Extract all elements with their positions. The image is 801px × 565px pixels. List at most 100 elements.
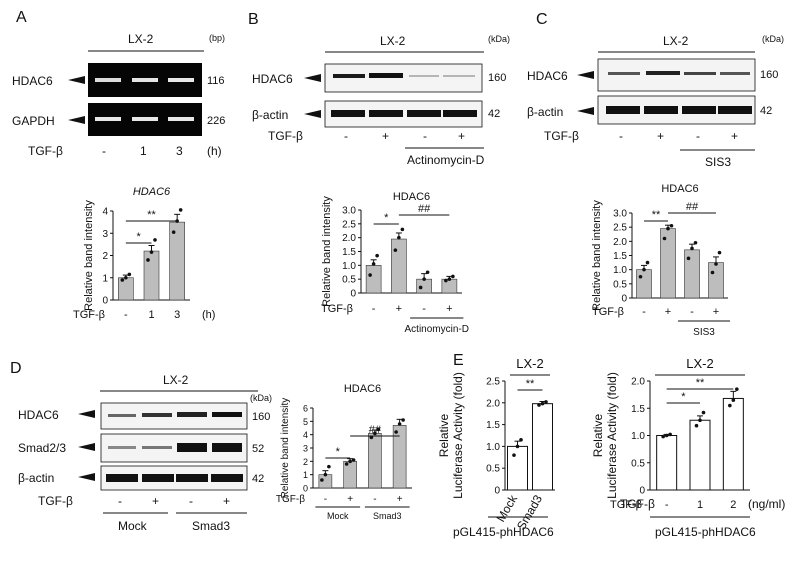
data-point — [666, 226, 670, 231]
bar — [169, 221, 185, 301]
panel-d-cell-line: LX-2 — [163, 373, 189, 387]
band — [132, 117, 158, 121]
data-point — [645, 260, 650, 265]
arrowhead-icon — [78, 473, 95, 481]
panel-d-protein-hdac6: HDAC6 — [18, 408, 59, 422]
data-point — [397, 235, 401, 240]
significance-label: ** — [147, 209, 156, 221]
panel-a-blot: A LX-2 (bp) HDAC6 GAPDH 116 226 TGF-β - … — [12, 9, 225, 158]
panel-a-gene-hdac6: HDAC6 — [12, 74, 53, 88]
panel-c-protein-actin: β-actin — [527, 105, 563, 119]
panel-c-group-label: SIS3 — [705, 155, 731, 169]
chart-title: LX-2 — [516, 356, 543, 371]
panel-a-cell-line: LX-2 — [128, 32, 154, 46]
x-tick-label: 1 — [148, 309, 154, 321]
panel-d-treatment-label: TGF-β — [38, 494, 73, 508]
bar — [365, 265, 382, 294]
x-tick-label: - — [642, 306, 646, 318]
band — [443, 75, 475, 77]
y-tick-label: 0 — [621, 294, 627, 305]
chart-e-left-luciferase-bars: 0 0.5 1.0 1.5 2.0 2.5 Relative Luciferase Activ… — [437, 356, 555, 532]
panel-b-treatment-0: - — [344, 129, 348, 143]
data-point — [519, 438, 523, 442]
x-tick-label: 1 — [697, 499, 703, 511]
y-axis-label: Relative — [591, 414, 605, 458]
y-tick-label: 2.0 — [631, 377, 645, 388]
bar — [416, 278, 432, 294]
x-tick-label: 2 — [730, 499, 736, 511]
data-point — [149, 250, 154, 254]
y-tick-label: 2.5 — [613, 223, 627, 234]
arrowhead-icon — [78, 410, 95, 418]
band — [409, 75, 439, 77]
panel-c-treatment-1: + — [657, 129, 664, 143]
chart-c-hdac6-bars: 0 0.5 1.0 1.5 2.0 2.5 3.0 Relative band intensi… — [591, 183, 730, 338]
data-point — [728, 403, 732, 408]
y-tick-label: 1.5 — [631, 404, 645, 415]
y-axis-label: Relative — [437, 414, 451, 458]
data-point — [512, 453, 516, 457]
data-point — [375, 253, 379, 258]
band — [608, 72, 640, 75]
chart-title: HDAC6 — [661, 183, 698, 195]
y-tick-label: 2 — [102, 251, 108, 262]
panel-d-blot: D LX-2 (kDa) HDAC6 Smad2/3 β-actin 160 5… — [10, 360, 272, 533]
arrowhead-icon — [304, 74, 321, 82]
x-tick-label: + — [347, 494, 353, 505]
band — [682, 106, 716, 114]
y-tick-label: 6 — [303, 404, 308, 414]
group-label: SIS3 — [693, 327, 715, 338]
band — [142, 446, 172, 449]
x-tick-label: + — [665, 306, 671, 318]
band — [106, 474, 138, 482]
x-tick-label: - — [665, 499, 669, 511]
chart-a-hdac6-bars: 0 1 2 3 4 Relative band intensity HDAC6 TGF-β - 1… — [73, 186, 215, 321]
data-point — [401, 418, 405, 422]
panel-c-treatment-0: - — [619, 129, 623, 143]
band — [369, 110, 403, 117]
y-tick-label: 1.5 — [486, 420, 500, 431]
data-point — [735, 387, 739, 391]
arrowhead-icon — [577, 71, 594, 79]
significance-label: * — [137, 231, 142, 243]
y-tick-label: 3.0 — [342, 206, 356, 217]
panel-e-label: E — [453, 352, 464, 369]
data-point — [400, 227, 405, 232]
data-point — [351, 458, 356, 462]
data-point — [418, 285, 423, 290]
data-point — [447, 277, 452, 281]
y-axis-label: Luciferase Activity (fold) — [605, 372, 619, 499]
band — [176, 474, 208, 482]
panel-d-group-mock: Mock — [118, 519, 148, 533]
band — [646, 71, 680, 75]
panel-d-size-52: 52 — [252, 443, 264, 455]
bar — [532, 403, 553, 491]
panel-d-label: D — [10, 360, 22, 377]
bar — [636, 269, 652, 299]
band — [331, 110, 365, 117]
data-point — [146, 258, 150, 262]
band — [95, 78, 121, 82]
data-point — [701, 410, 706, 415]
x-tick-label: - — [690, 306, 694, 318]
data-point — [397, 422, 402, 426]
data-point — [124, 275, 128, 280]
x-tick-label: - — [372, 303, 376, 315]
significance-label: ** — [526, 378, 535, 390]
band — [132, 78, 158, 82]
band — [684, 72, 716, 75]
chart-e-right-luciferase-bars: 0 0.5 1.0 1.5 2.0 Relative Luciferase Activity… — [591, 356, 750, 511]
panel-b-size-unit: (kDa) — [488, 34, 510, 44]
chart-title: HDAC6 — [344, 383, 381, 395]
y-tick-label: 0 — [102, 296, 108, 307]
data-point — [662, 236, 667, 241]
x-axis-unit: (h) — [202, 309, 215, 321]
data-point — [698, 418, 702, 423]
data-point — [515, 444, 520, 449]
y-axis-label: Relative band intensity — [321, 196, 333, 307]
y-tick-label: 3 — [102, 229, 108, 240]
data-point — [171, 230, 176, 234]
data-point — [717, 250, 722, 255]
band — [168, 78, 194, 82]
bar — [656, 435, 678, 491]
